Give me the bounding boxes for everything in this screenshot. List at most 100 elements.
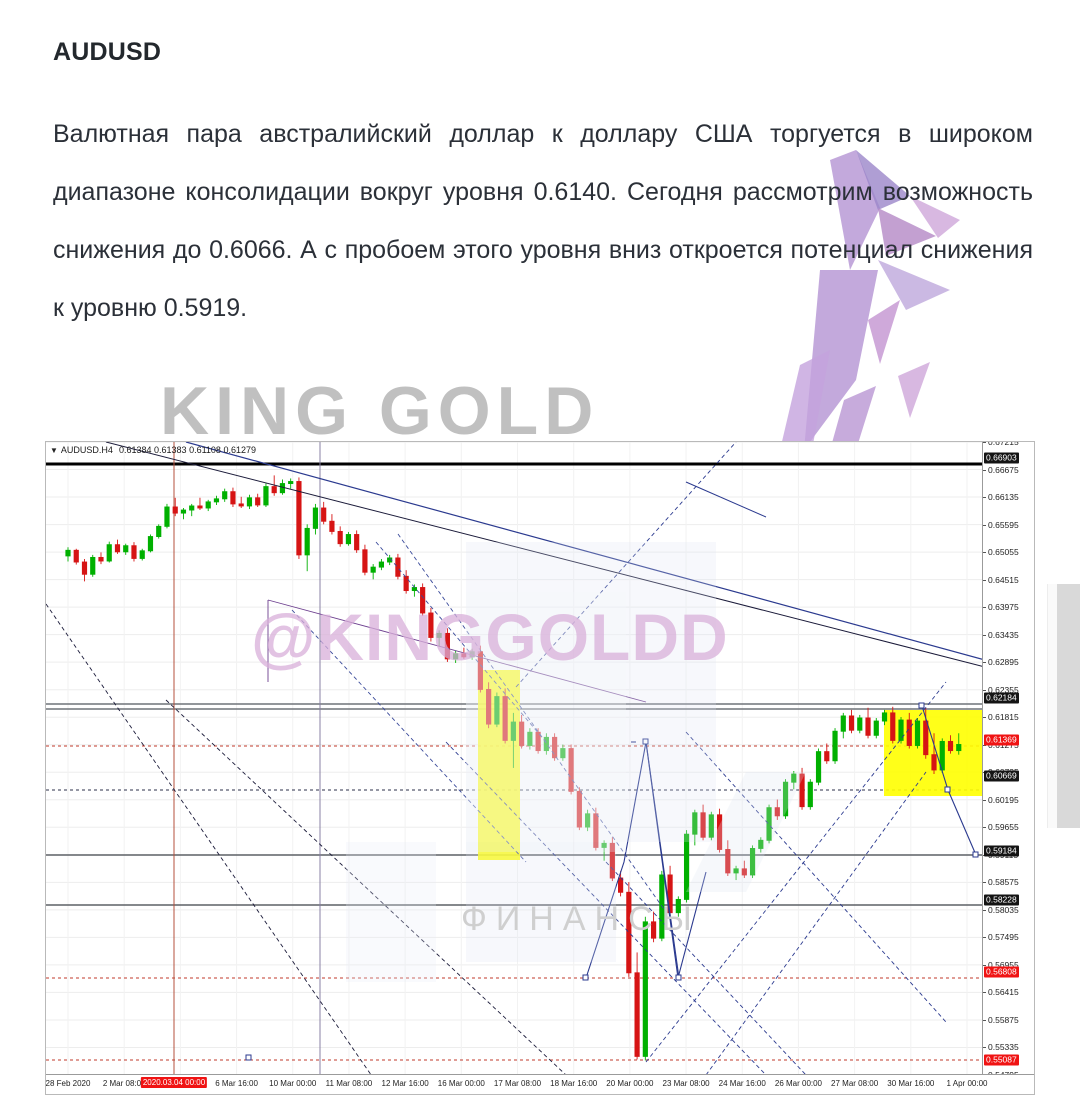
candle-body — [865, 717, 871, 736]
price-tick-label: 0.60195 — [988, 794, 1019, 805]
time-tick-label: 10 Mar 00:00 — [269, 1079, 317, 1088]
candle-body — [106, 544, 112, 562]
price-tick-label: 0.57495 — [988, 932, 1019, 943]
candle-body — [238, 503, 244, 507]
candle-body — [65, 549, 71, 557]
candle-body — [420, 587, 426, 614]
price-tick-label: 0.62895 — [988, 657, 1019, 668]
time-tick-label: 24 Mar 16:00 — [718, 1079, 766, 1088]
candle-body — [692, 812, 698, 835]
candle-body — [519, 721, 525, 746]
price-tick-label: 0.66135 — [988, 492, 1019, 503]
price-tick — [983, 689, 986, 691]
candle-body — [906, 719, 912, 746]
price-chart[interactable]: ▼ AUDUSD.H4 0.61384 0.61383 0.61108 0.6127… — [45, 441, 1035, 1095]
time-tick-label: 17 Mar 08:00 — [493, 1079, 542, 1088]
price-badge-0.66903[interactable]: 0.66903 — [984, 452, 1019, 464]
candle-body — [370, 566, 376, 573]
candle-body — [139, 550, 145, 559]
chart-quote-header: ▼ AUDUSD.H4 0.61384 0.61383 0.61108 0.6127… — [50, 445, 256, 455]
price-tick — [983, 442, 986, 443]
candle-body — [279, 483, 286, 494]
price-tick-label: 0.59655 — [988, 822, 1019, 833]
candle-body — [98, 556, 104, 562]
candle-body — [914, 720, 921, 746]
time-tick-label: 26 Mar 00:00 — [774, 1079, 823, 1088]
price-tick-label: 0.58575 — [988, 877, 1019, 888]
price-tick-label: 0.54795 — [988, 1070, 1019, 1075]
candle-body — [189, 505, 195, 511]
time-tick-label: 20 Mar 00:00 — [606, 1079, 654, 1088]
time-tick-label: 27 Mar 08:00 — [831, 1079, 879, 1088]
price-tick-label: 0.65055 — [988, 547, 1019, 558]
page-scroll-track — [1047, 584, 1058, 828]
candle-body — [898, 719, 904, 741]
candle-body — [255, 497, 261, 506]
candle-body — [956, 744, 962, 752]
candle-body — [848, 715, 855, 731]
price-tick — [983, 882, 986, 884]
candle-body — [411, 587, 417, 592]
candle-body — [213, 498, 220, 503]
chart-canvas — [46, 442, 985, 1075]
candlestick-series — [65, 475, 962, 1061]
candle-body — [832, 730, 838, 762]
price-badge-0.56808[interactable]: 0.56808 — [984, 966, 1019, 978]
candle-body — [824, 751, 830, 762]
time-cursor-badge[interactable]: 2020.03.04 00:00 — [140, 1077, 208, 1088]
candle-body — [857, 717, 863, 731]
candle-body — [90, 556, 96, 575]
price-tick-label: 0.55335 — [988, 1042, 1019, 1053]
candle-body — [461, 653, 467, 658]
candle-body — [180, 509, 187, 514]
price-tick — [983, 662, 986, 664]
price-badge-0.62184[interactable]: 0.62184 — [984, 692, 1019, 704]
candle-body — [947, 740, 954, 752]
price-tick-label: 0.56415 — [988, 987, 1019, 998]
candle-body — [156, 525, 162, 537]
candle-body — [585, 813, 591, 828]
page-scrollbar-thumb[interactable] — [1057, 584, 1080, 828]
price-axis[interactable]: 0.67215 0.66675 0.66135 0.65595 0.65055 0.645… — [982, 442, 1034, 1075]
candle-body — [576, 790, 582, 828]
time-tick-label: 2 Mar 08:00 — [102, 1079, 146, 1088]
price-badge-0.61369[interactable]: 0.61369 — [984, 734, 1019, 746]
candle-body — [650, 921, 657, 939]
price-tick-label: 0.65595 — [988, 519, 1019, 530]
price-tick — [983, 717, 986, 719]
quote-open: 0.61384 — [118, 445, 152, 455]
price-tick — [983, 524, 986, 526]
chevron-down-icon[interactable]: ▼ — [50, 446, 58, 455]
time-tick-label: 23 Mar 08:00 — [662, 1079, 710, 1088]
candle-body — [708, 814, 714, 838]
candle-body — [626, 891, 632, 974]
price-tick — [983, 634, 986, 636]
candle-body — [81, 561, 88, 575]
price-tick — [983, 1019, 986, 1021]
candle-body — [428, 612, 434, 638]
time-tick-label: 12 Mar 16:00 — [381, 1079, 429, 1088]
price-badge-0.55087[interactable]: 0.55087 — [984, 1054, 1019, 1066]
candle-body — [931, 754, 937, 771]
candle-body — [114, 544, 121, 553]
chart-symbol: AUDUSD.H4 — [60, 445, 113, 455]
candle-body — [807, 781, 813, 808]
candle-body — [733, 868, 739, 874]
price-badge-0.58228[interactable]: 0.58228 — [984, 894, 1019, 906]
candle-body — [543, 736, 549, 752]
candle-body — [881, 712, 888, 722]
candle-body — [890, 712, 896, 741]
candle-body — [444, 632, 450, 660]
quote-close: 0.61279 — [223, 445, 256, 455]
time-tick-label: 30 Mar 16:00 — [887, 1079, 935, 1088]
candle-body — [205, 501, 211, 509]
candle-body — [172, 506, 178, 514]
candle-body — [634, 972, 640, 1057]
price-badge-0.59184[interactable]: 0.59184 — [984, 845, 1019, 857]
article: AUDUSD Валютная пара австралийский долла… — [53, 38, 1033, 337]
chart-plot-area[interactable]: ▼ AUDUSD.H4 0.61384 0.61383 0.61108 0.6127… — [46, 442, 985, 1075]
brand-watermark: KING GOLD — [160, 373, 600, 449]
time-tick-label: 18 Mar 16:00 — [550, 1079, 598, 1088]
price-badge-0.60669[interactable]: 0.60669 — [984, 770, 1019, 782]
